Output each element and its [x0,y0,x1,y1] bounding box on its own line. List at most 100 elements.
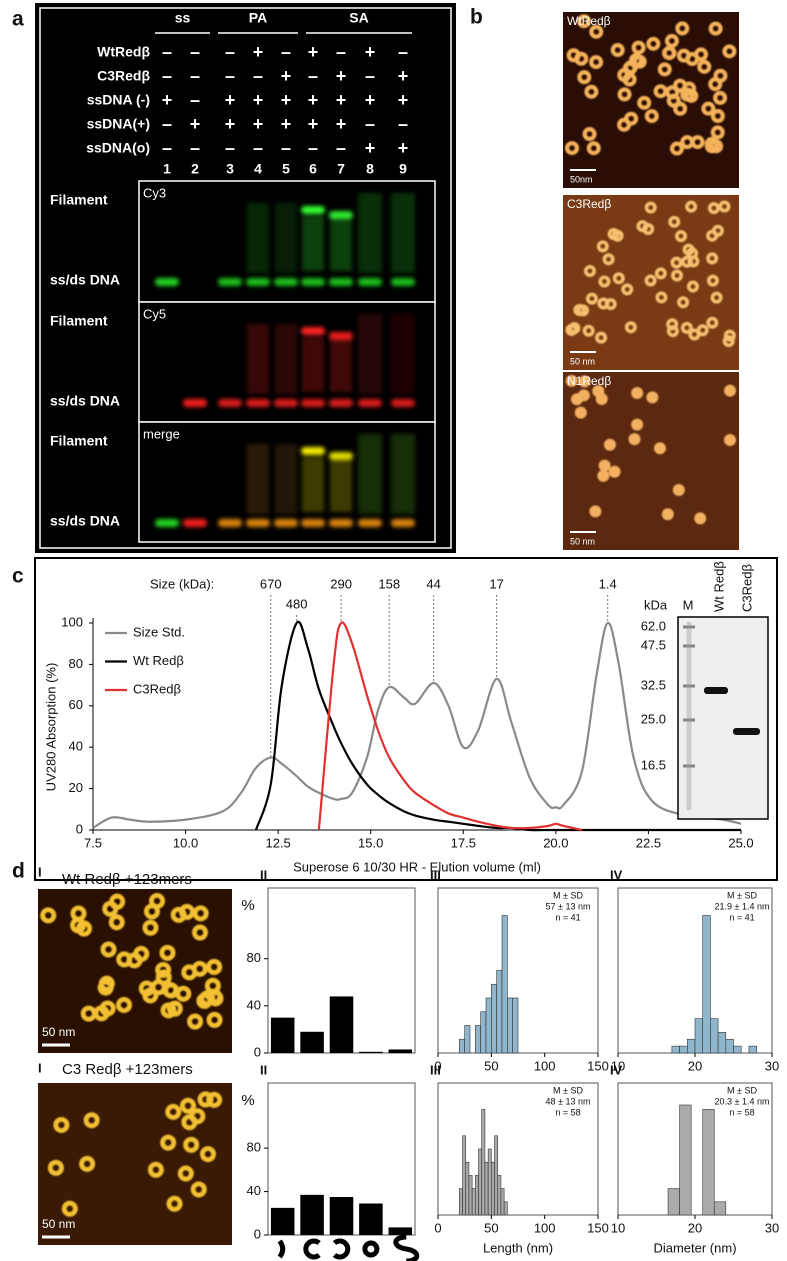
x-tick-label: 10 [611,1058,625,1073]
bar [388,1049,413,1053]
y-tick-label: 0 [254,1044,261,1059]
histogram-bar [487,1148,492,1216]
gel-lane-label: Wt Redβ [711,561,726,612]
gel-smear [358,193,382,273]
x-tick-label: 15.0 [358,835,383,850]
gel-smear [247,444,269,514]
afm-dot [577,389,590,402]
histogram-bar [503,1201,508,1216]
afm-ring [40,907,57,924]
gel-marker-label: 47.5 [641,637,666,652]
gel-band [391,399,415,407]
gel-band [301,519,325,527]
band-label: ss/ds DNA [50,513,120,529]
y-axis-label: % [241,897,254,914]
histogram-bar [494,1135,499,1216]
sign: + [336,66,347,86]
gel-band [301,447,325,455]
afm-ring [586,141,601,156]
afm-ring [706,316,719,329]
sign: + [253,90,264,110]
series-line [92,621,742,829]
afm-ring [589,24,604,39]
afm-ring [666,318,679,331]
afm-ring [690,135,705,150]
afm-ring [598,275,611,288]
series-line [317,621,583,832]
sign: – [190,42,200,62]
y-tick-label: 80 [247,1140,261,1155]
ladder-band [683,644,695,648]
lane-number: 1 [163,161,171,177]
x-tick-label: 0 [434,1058,441,1073]
shape-icon [393,1234,420,1261]
afm-ring [685,52,700,67]
afm-ring [704,139,719,154]
sign: – [225,42,235,62]
scale-label: 50 nm [570,356,595,366]
afm-particles [565,14,737,156]
afm-ring [657,62,672,77]
ladder-band [683,625,695,629]
gel-band [329,399,353,407]
gel-band [246,399,270,407]
afm-ring [116,997,133,1014]
stat-label: n = 58 [729,1107,754,1117]
sign: – [398,114,408,134]
histogram-bar [702,1109,715,1216]
stat-label: 21.9 ± 1.4 nm [715,901,770,911]
bar [359,1203,383,1235]
y-axis-label: UV280 Absorption (%) [43,663,58,792]
histogram-bar [507,997,513,1054]
afm-dot [598,459,611,472]
afm-ring [677,296,690,309]
gel-band [155,278,179,286]
afm-ring [83,1112,100,1129]
afm-dot [603,438,616,451]
afm-ring [142,919,159,936]
stat-label: n = 58 [555,1107,580,1117]
gel-band [733,728,760,735]
panel-letter: b [470,6,483,29]
afm-ring [675,21,690,36]
histogram-bar [485,997,492,1054]
afm-ring [610,43,625,58]
afm-ring [159,944,176,961]
shape-icon [332,1238,351,1260]
afm-particles [40,892,224,1030]
y-tick-label: 0 [76,821,83,836]
gel-band [274,399,298,407]
x-tick-label: 20 [688,1058,702,1073]
afm-ring [669,141,684,156]
afm-ring [624,111,639,126]
x-tick-label: 10.0 [173,835,198,850]
afm-ring [671,269,684,282]
afm-ring [53,1116,70,1133]
afm-ring [718,200,731,213]
gel-unit: kDa [644,597,668,612]
afm-dot [565,374,578,387]
gel-band [218,399,242,407]
afm-ring [206,1011,223,1028]
afm-ring [589,55,604,70]
afm-ring [116,951,133,968]
afm-ring [706,252,719,265]
afm-ring [133,945,150,962]
afm-ring [100,941,117,958]
afm-ring [706,274,719,287]
gel-band [391,519,415,527]
afm-ring [108,914,125,931]
afm-ring [710,291,723,304]
gel-band [329,519,353,527]
afm-ring [187,1013,204,1030]
lane-number: 2 [191,161,199,177]
afm-dot [646,391,659,404]
gel-bands [155,193,415,286]
sign: + [253,42,264,62]
lane-number: 5 [282,161,290,177]
scale-label: 50 nm [570,536,595,546]
afm-ring [713,68,728,83]
gel-smear [275,324,297,394]
